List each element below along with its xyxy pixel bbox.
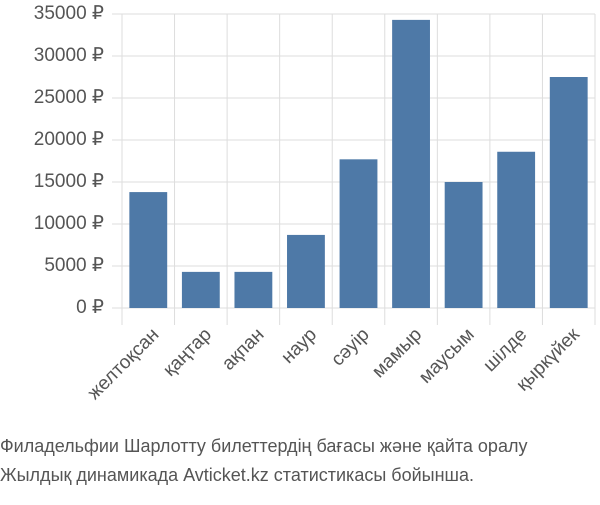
bar xyxy=(129,192,168,308)
bar xyxy=(234,271,273,308)
x-tick-label: желтоқсан xyxy=(84,324,164,404)
bar xyxy=(287,234,325,308)
bar xyxy=(339,159,378,308)
y-tick-label: 30000 ₽ xyxy=(34,45,104,66)
caption-line: Филадельфии Шарлотту билеттердің бағасы … xyxy=(0,436,527,456)
x-tick-label: ақпан xyxy=(218,324,268,374)
y-tick-label: 25000 ₽ xyxy=(34,87,104,108)
y-tick-label: 15000 ₽ xyxy=(34,171,104,192)
bar xyxy=(181,271,220,308)
bar xyxy=(392,19,430,308)
bar xyxy=(549,77,588,308)
y-tick-label: 10000 ₽ xyxy=(34,213,104,234)
x-tick-label: наур xyxy=(277,324,321,368)
y-tick-label: 0 ₽ xyxy=(76,297,104,318)
bar xyxy=(497,151,536,308)
x-tick-label: сәуір xyxy=(327,324,373,370)
caption-line: Жылдық динамикада Avticket.kz статистика… xyxy=(0,465,474,485)
x-tick-label: қаңтар xyxy=(159,324,216,381)
y-tick-label: 5000 ₽ xyxy=(44,255,104,276)
y-tick-label: 35000 ₽ xyxy=(34,3,104,24)
x-tick-label: маусым xyxy=(415,324,479,388)
x-tick-label: шілде xyxy=(479,324,531,376)
bar xyxy=(444,182,483,308)
y-tick-label: 20000 ₽ xyxy=(34,129,104,150)
